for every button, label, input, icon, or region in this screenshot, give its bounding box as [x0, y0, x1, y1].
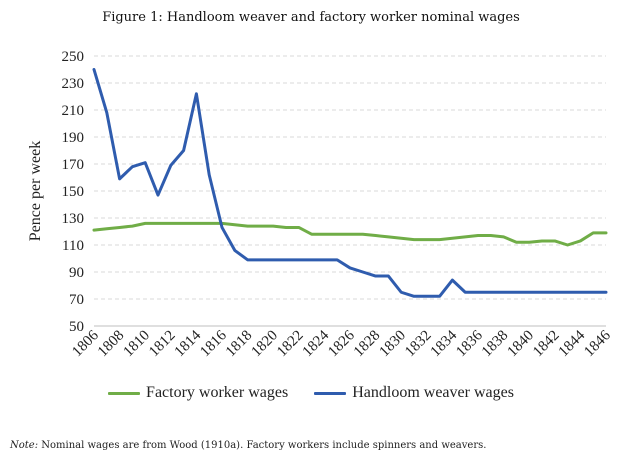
- series-line-factory: [92, 221, 608, 247]
- x-tick-label-1826: 1826: [325, 327, 358, 360]
- x-tick-label-1810: 1810: [121, 328, 154, 361]
- y-tick-label-150: 150: [62, 184, 85, 200]
- legend-label-handloom: Handloom weaver wages: [352, 384, 514, 401]
- x-tick-label-1812: 1812: [146, 328, 179, 361]
- y-tick-label-110: 110: [62, 238, 84, 254]
- x-tick-label-1816: 1816: [197, 327, 230, 360]
- legend-item-handloom: Handloom weaver wages: [314, 384, 514, 402]
- y-tick-label-170: 170: [62, 157, 85, 173]
- note-label: Note:: [10, 440, 39, 451]
- x-tick-label-1818: 1818: [223, 328, 256, 361]
- y-tick-label-90: 90: [69, 265, 84, 281]
- x-tick-label-1822: 1822: [274, 328, 307, 361]
- y-tick-label-250: 250: [62, 49, 85, 65]
- figure-note: Note: Nominal wages are from Wood (1910a…: [10, 440, 615, 451]
- legend-label-factory: Factory worker wages: [146, 384, 289, 401]
- y-tick-label-210: 210: [62, 103, 85, 119]
- x-tick-label-1846: 1846: [581, 327, 614, 360]
- x-tick-label-1824: 1824: [300, 327, 333, 360]
- y-tick-label-190: 190: [62, 130, 85, 146]
- legend: Factory worker wages Handloom weaver wag…: [0, 384, 622, 402]
- y-tick-label-70: 70: [69, 292, 84, 308]
- x-tick-label-1808: 1808: [95, 328, 128, 361]
- y-axis-title: Pence per week: [27, 141, 44, 241]
- x-tick-label-1828: 1828: [351, 328, 384, 361]
- series-line-handloom: [92, 68, 608, 298]
- x-tick-label-1820: 1820: [249, 328, 282, 361]
- x-tick-label-1830: 1830: [377, 328, 410, 361]
- x-tick-label-1836: 1836: [453, 327, 486, 360]
- legend-swatch-factory: [108, 391, 141, 395]
- y-tick-label-230: 230: [62, 76, 85, 92]
- legend-swatch-handloom: [314, 391, 347, 395]
- y-tick-label-130: 130: [62, 211, 85, 227]
- series-lines: [92, 68, 608, 298]
- gridlines: [94, 55, 606, 300]
- note-text: Nominal wages are from Wood (1910a). Fac…: [41, 440, 487, 451]
- x-tick-label-1832: 1832: [402, 328, 435, 361]
- x-tick-label-1834: 1834: [428, 327, 461, 360]
- x-tick-label-1838: 1838: [479, 328, 512, 361]
- legend-item-factory: Factory worker wages: [108, 384, 288, 402]
- x-tick-label-1814: 1814: [172, 327, 205, 360]
- y-tick-label-50: 50: [69, 319, 84, 335]
- wages-line-chart: 5070901101301501701902102302501806180818…: [27, 49, 615, 360]
- figure-title: Figure 1: Handloom weaver and factory wo…: [102, 10, 520, 25]
- x-tick-label-1844: 1844: [556, 327, 589, 360]
- axes: 5070901101301501701902102302501806180818…: [62, 49, 615, 360]
- x-tick-label-1842: 1842: [530, 328, 563, 361]
- x-tick-label-1840: 1840: [505, 328, 538, 361]
